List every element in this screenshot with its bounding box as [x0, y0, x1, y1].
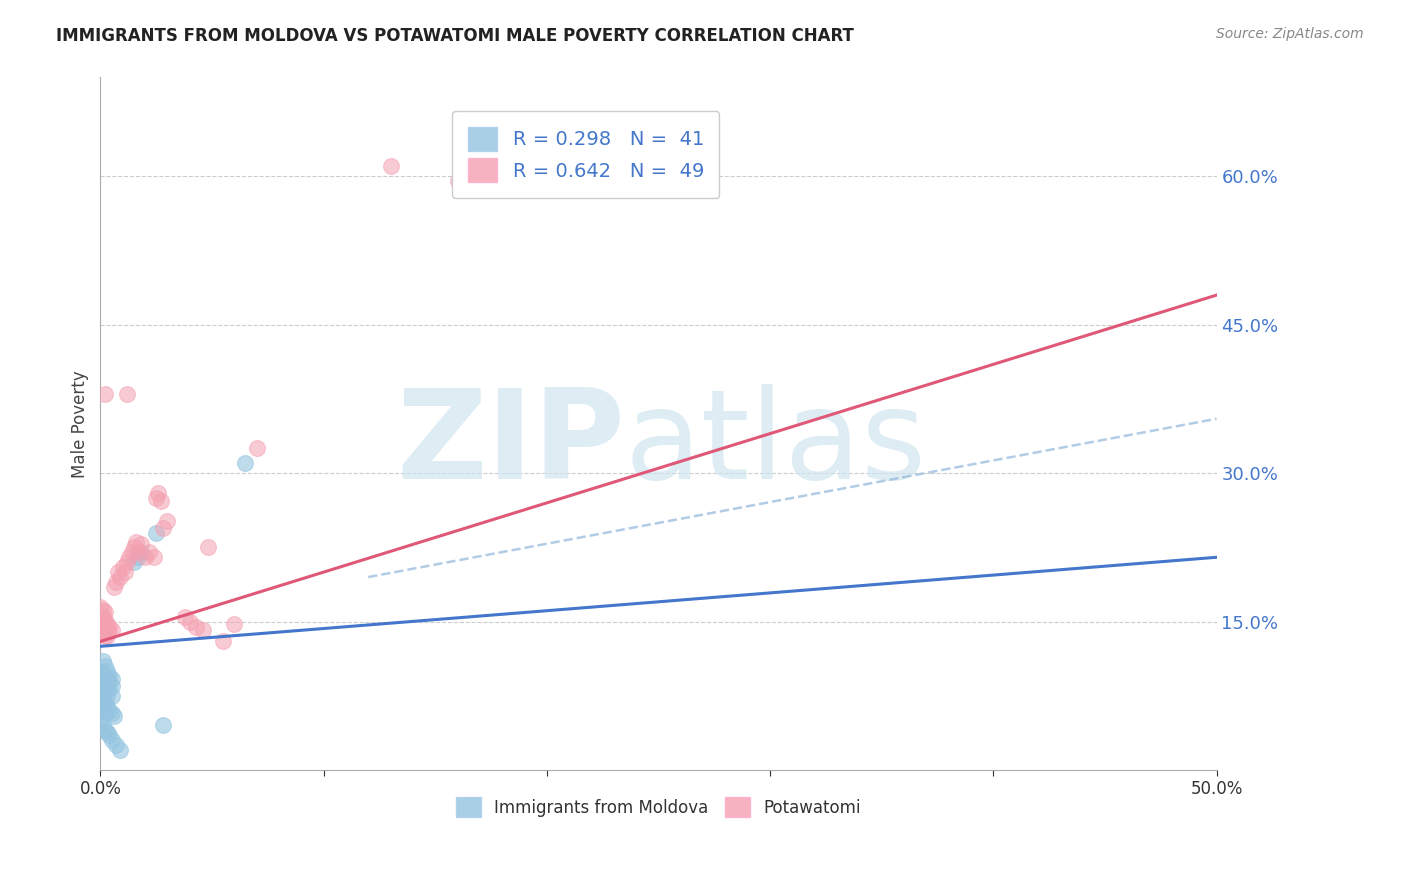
Point [110, 743, 132, 757]
Point [129, 545, 152, 559]
Point [174, 609, 197, 624]
Point [98, 728, 121, 742]
Point [145, 491, 167, 505]
Point [91, 679, 114, 693]
Point [94, 605, 117, 619]
Text: atlas: atlas [624, 384, 927, 505]
Point [94, 669, 117, 683]
Point [121, 545, 143, 559]
Point [91, 704, 114, 718]
Point [149, 494, 172, 508]
Point [129, 537, 152, 551]
Point [96, 698, 118, 713]
Point [91, 654, 114, 668]
Point [122, 541, 145, 555]
Point [100, 679, 122, 693]
Point [91, 718, 114, 732]
Point [96, 689, 118, 703]
Point [104, 738, 127, 752]
Point [134, 550, 156, 565]
Point [104, 574, 127, 589]
Point [96, 629, 118, 643]
Point [94, 673, 117, 688]
Point [94, 659, 117, 673]
Text: IMMIGRANTS FROM MOLDOVA VS POTAWATOMI MALE POVERTY CORRELATION CHART: IMMIGRANTS FROM MOLDOVA VS POTAWATOMI MA… [56, 27, 853, 45]
Point [100, 733, 122, 747]
Point [235, 456, 257, 470]
Point [91, 609, 114, 624]
Point [186, 619, 208, 633]
Point [125, 535, 148, 549]
Point [96, 623, 118, 637]
Point [98, 673, 121, 688]
Point [197, 541, 219, 555]
Point [94, 613, 117, 627]
Point [156, 514, 179, 528]
Point [94, 387, 117, 401]
Point [145, 525, 167, 540]
Point [94, 683, 117, 698]
Point [127, 550, 149, 565]
Point [94, 706, 117, 720]
Point [98, 669, 121, 683]
Point [98, 619, 121, 633]
Point [138, 545, 160, 559]
Point [152, 718, 174, 732]
Point [94, 696, 117, 710]
Point [103, 580, 125, 594]
Point [122, 555, 145, 569]
Point [212, 634, 235, 648]
Point [98, 681, 121, 696]
Point [89, 714, 111, 728]
Point [89, 689, 111, 703]
Point [111, 560, 134, 574]
Point [94, 629, 117, 643]
Point [110, 570, 132, 584]
Point [89, 664, 111, 678]
Point [100, 689, 122, 703]
Point [380, 160, 402, 174]
Point [100, 623, 122, 637]
Point [91, 624, 114, 639]
Point [246, 442, 269, 456]
Point [91, 669, 114, 683]
Point [115, 555, 138, 569]
Point [96, 616, 118, 631]
Point [96, 673, 118, 688]
Point [94, 723, 117, 738]
Point [103, 708, 125, 723]
Point [98, 624, 121, 639]
Point [96, 664, 118, 678]
Point [152, 520, 174, 534]
Point [91, 603, 114, 617]
Point [91, 619, 114, 633]
Point [107, 565, 129, 579]
Point [89, 599, 111, 614]
Point [148, 486, 170, 500]
Point [118, 550, 141, 565]
Point [127, 545, 149, 559]
Point [98, 704, 121, 718]
Point [96, 679, 118, 693]
Text: ZIP: ZIP [396, 384, 624, 505]
Point [91, 694, 114, 708]
Y-axis label: Male Poverty: Male Poverty [72, 370, 89, 477]
Text: Source: ZipAtlas.com: Source: ZipAtlas.com [1216, 27, 1364, 41]
Legend: Immigrants from Moldova, Potawatomi: Immigrants from Moldova, Potawatomi [450, 790, 868, 824]
Point [94, 616, 117, 631]
Point [114, 565, 136, 579]
Point [115, 387, 138, 401]
Point [191, 623, 214, 637]
Point [94, 624, 117, 639]
Point [224, 616, 246, 631]
Point [446, 174, 468, 188]
Point [96, 725, 118, 739]
Point [89, 615, 111, 629]
Point [179, 615, 201, 629]
Point [100, 672, 122, 686]
Point [100, 706, 122, 720]
Point [142, 550, 165, 565]
